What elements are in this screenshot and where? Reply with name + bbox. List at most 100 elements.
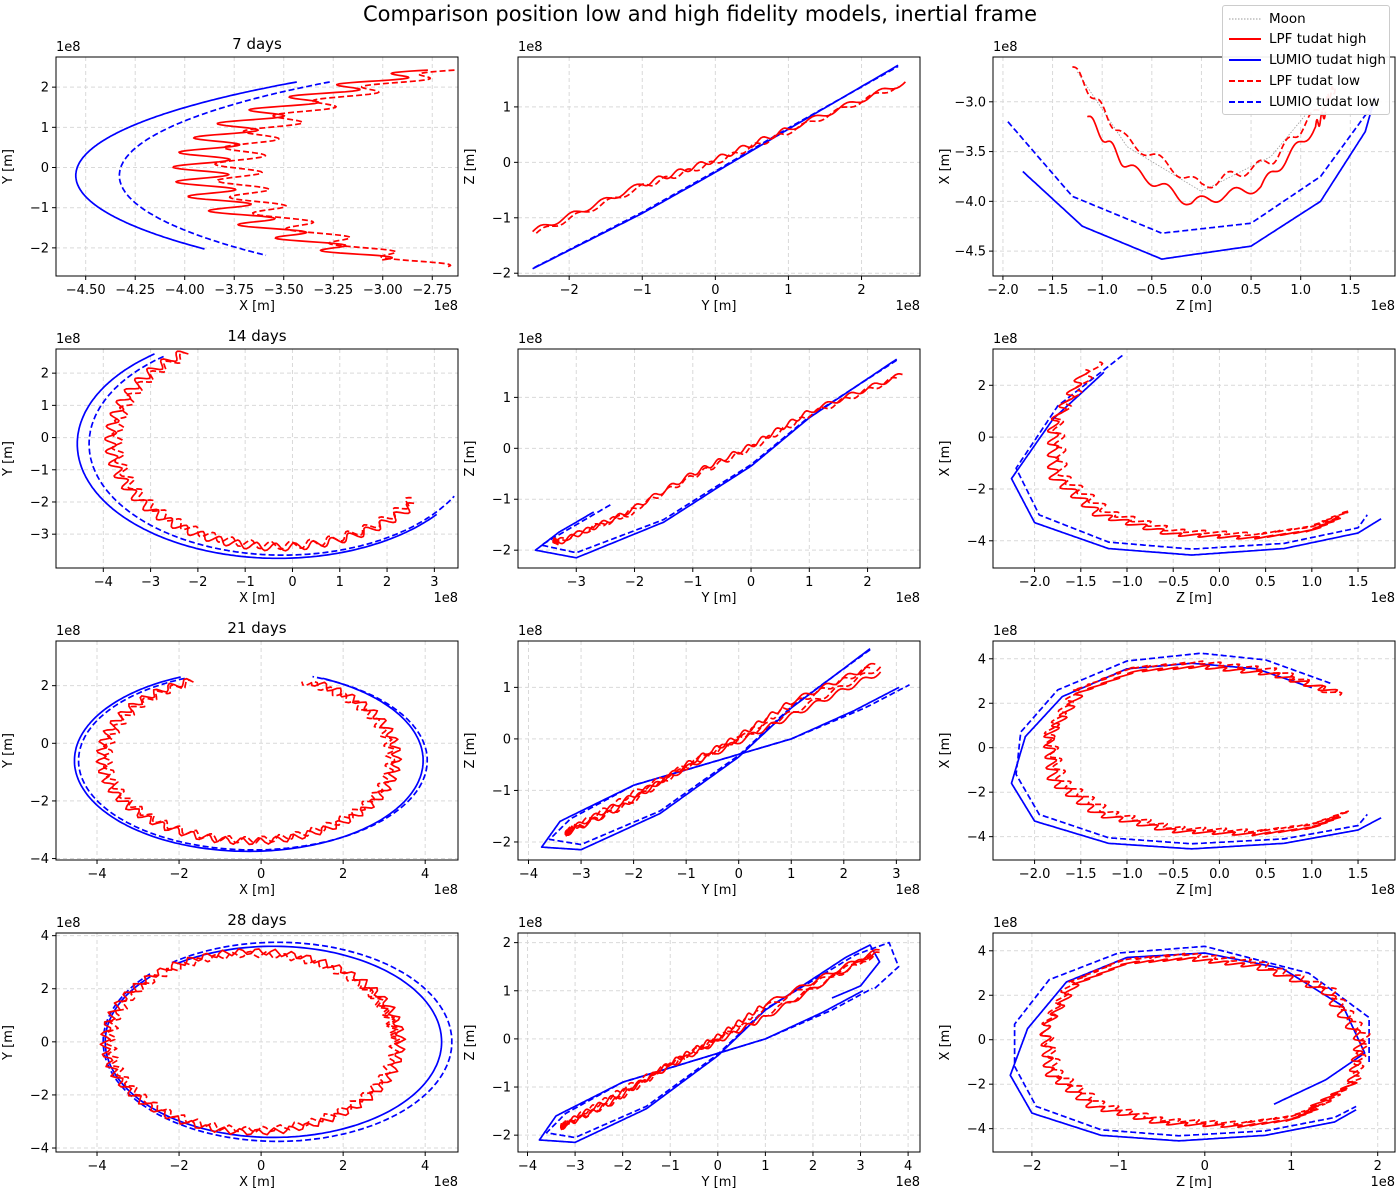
y-tick-label: −4.0 xyxy=(954,195,986,210)
legend: Moon LPF tudat high LUMIO tudat high LPF… xyxy=(1222,5,1390,115)
x-tick-label: 0 xyxy=(714,1159,722,1174)
y-axis-label: Y [m] xyxy=(1,441,16,477)
x-tick-label: 1 xyxy=(1287,1159,1295,1174)
legend-swatch-lpf-low xyxy=(1229,80,1261,82)
x-tick-label: 3 xyxy=(892,867,900,882)
x-tick-label: 2 xyxy=(809,1159,817,1174)
y-tick-label: −2 xyxy=(30,241,49,256)
series-line-lumio-tudat-low xyxy=(1013,945,1370,1137)
legend-item-moon: Moon xyxy=(1229,10,1306,28)
series-group xyxy=(538,941,900,1144)
y-axis-label: Z [m] xyxy=(463,441,478,477)
series-line-lumio-tudat-high xyxy=(532,64,899,270)
y-tick-label: 0 xyxy=(41,737,49,752)
x-tick-label: 3 xyxy=(856,1159,864,1174)
axes-frame xyxy=(992,348,1396,569)
x-tick-label: −1 xyxy=(633,283,652,298)
series-line-lumio-tudat-low xyxy=(533,65,899,269)
x-tick-label: 0 xyxy=(288,575,296,590)
legend-item-lpf-high: LPF tudat high xyxy=(1229,30,1366,48)
y-tick-label: −2 xyxy=(30,794,49,809)
series-group xyxy=(73,675,429,853)
x-axis-label: Z [m] xyxy=(1176,883,1212,898)
series-line-lumio-tudat-low xyxy=(540,359,898,554)
subplot-1-2: −2.0 −1.5 −1.0 −0.5 0.0 0.5 1.0 1.5 −4 −2 0 2 Z [m] X… xyxy=(938,332,1396,606)
series-group xyxy=(99,941,453,1143)
x-axis-label: X [m] xyxy=(239,299,275,314)
series-group xyxy=(76,350,455,560)
x-tick-label: −1 xyxy=(1109,1159,1128,1174)
y-tick-label: 2 xyxy=(978,379,986,394)
y-axis-label: X [m] xyxy=(938,149,953,185)
legend-item-lumio-low: LUMIO tudat low xyxy=(1229,93,1380,111)
x-scale-exponent: 1e8 xyxy=(1370,1175,1395,1190)
y-tick-label: 0 xyxy=(41,1035,49,1050)
y-axis-label: Z [m] xyxy=(463,733,478,769)
series-line-lumio-tudat-high xyxy=(74,81,297,250)
y-tick-label: −2 xyxy=(492,544,511,559)
subplot-title: 14 days xyxy=(227,327,286,345)
y-scale-exponent: 1e8 xyxy=(56,916,81,931)
series-group xyxy=(534,358,903,559)
series-line-lumio-tudat-low xyxy=(102,941,453,1143)
subplot-2-0: −4 −2 0 2 4 −4 −2 0 2 X [m] Y [m] 1e8 1e8 21 days xyxy=(1,619,459,898)
series-line-lumio-tudat-low xyxy=(1015,354,1368,550)
y-scale-exponent: 1e8 xyxy=(993,40,1018,55)
axes-frame xyxy=(992,56,1396,277)
legend-swatch-lpf-high xyxy=(1229,38,1261,40)
axes-frame xyxy=(55,932,459,1153)
x-axis-label: Z [m] xyxy=(1176,1175,1212,1190)
x-scale-exponent: 1e8 xyxy=(895,1175,920,1190)
x-scale-exponent: 1e8 xyxy=(433,591,458,606)
subplot-title: 7 days xyxy=(232,35,282,53)
x-scale-exponent: 1e8 xyxy=(433,1175,458,1190)
series-line-lpf-tudat-high xyxy=(1039,956,1366,1129)
x-tick-label: −2 xyxy=(625,575,644,590)
subplot-title: 28 days xyxy=(227,911,286,929)
y-tick-label: −2 xyxy=(967,786,986,801)
series-line-lpf-tudat-high xyxy=(564,662,882,837)
axes-frame xyxy=(517,348,921,569)
y-tick-label: −4 xyxy=(967,534,986,549)
x-scale-exponent: 1e8 xyxy=(895,883,920,898)
subplot-1-1: −3 −2 −1 0 1 2 −2 −1 0 1 Y [m] Z [m] 1e8 1e8 xyxy=(463,332,921,606)
legend-swatch-moon xyxy=(1229,18,1261,20)
subplot-3-0: −4 −2 0 2 4 −4 −2 0 2 4 X [m] Y [m] 1e8 1e8 28 days xyxy=(1,911,459,1190)
legend-swatch-lumio-low xyxy=(1229,101,1261,103)
axes-frame xyxy=(992,932,1396,1153)
subplot-title: 21 days xyxy=(227,619,286,637)
series-line-lumio-tudat-low xyxy=(1007,101,1376,235)
x-tick-label: −2 xyxy=(613,1159,632,1174)
x-tick-label: −1.5 xyxy=(1065,575,1097,590)
x-tick-label: −1 xyxy=(677,867,696,882)
y-tick-label: 0 xyxy=(503,442,511,457)
y-tick-label: 2 xyxy=(41,367,49,382)
x-tick-label: 1 xyxy=(784,283,792,298)
legend-label: LUMIO tudat low xyxy=(1269,94,1380,110)
y-tick-label: 1 xyxy=(41,399,49,414)
x-tick-label: 2 xyxy=(383,575,391,590)
x-tick-label: −2 xyxy=(1022,1159,1041,1174)
y-axis-label: X [m] xyxy=(938,733,953,769)
x-tick-label: −4.50 xyxy=(66,283,106,298)
x-tick-label: 1.0 xyxy=(1301,867,1322,882)
y-scale-exponent: 1e8 xyxy=(518,624,543,639)
series-line-lpf-tudat-low xyxy=(535,85,899,234)
y-tick-label: −1 xyxy=(492,784,511,799)
x-tick-label: 2 xyxy=(857,283,865,298)
y-tick-label: −2 xyxy=(30,1088,49,1103)
series-group xyxy=(74,69,455,269)
x-tick-label: 0.0 xyxy=(1209,867,1230,882)
series-line-lpf-tudat-low xyxy=(1072,66,1337,189)
y-axis-label: Z [m] xyxy=(463,1025,478,1061)
x-tick-label: −4 xyxy=(87,1159,106,1174)
y-tick-label: 1 xyxy=(503,100,511,115)
y-axis-label: X [m] xyxy=(938,441,953,477)
subplot-3-2: −2 −1 0 1 2 −4 −2 0 2 4 Z [m] X [m] 1e8 1e8 xyxy=(938,916,1396,1190)
subplot-2-2: −2.0 −1.5 −1.0 −0.5 0.0 0.5 1.0 1.5 −4 −2 0 2 4 Z [m]… xyxy=(938,624,1396,898)
x-tick-label: 1 xyxy=(761,1159,769,1174)
y-tick-label: −2 xyxy=(967,1078,986,1093)
axes-frame xyxy=(55,56,459,277)
x-tick-label: −0.5 xyxy=(1136,283,1168,298)
y-tick-label: 4 xyxy=(41,929,49,944)
